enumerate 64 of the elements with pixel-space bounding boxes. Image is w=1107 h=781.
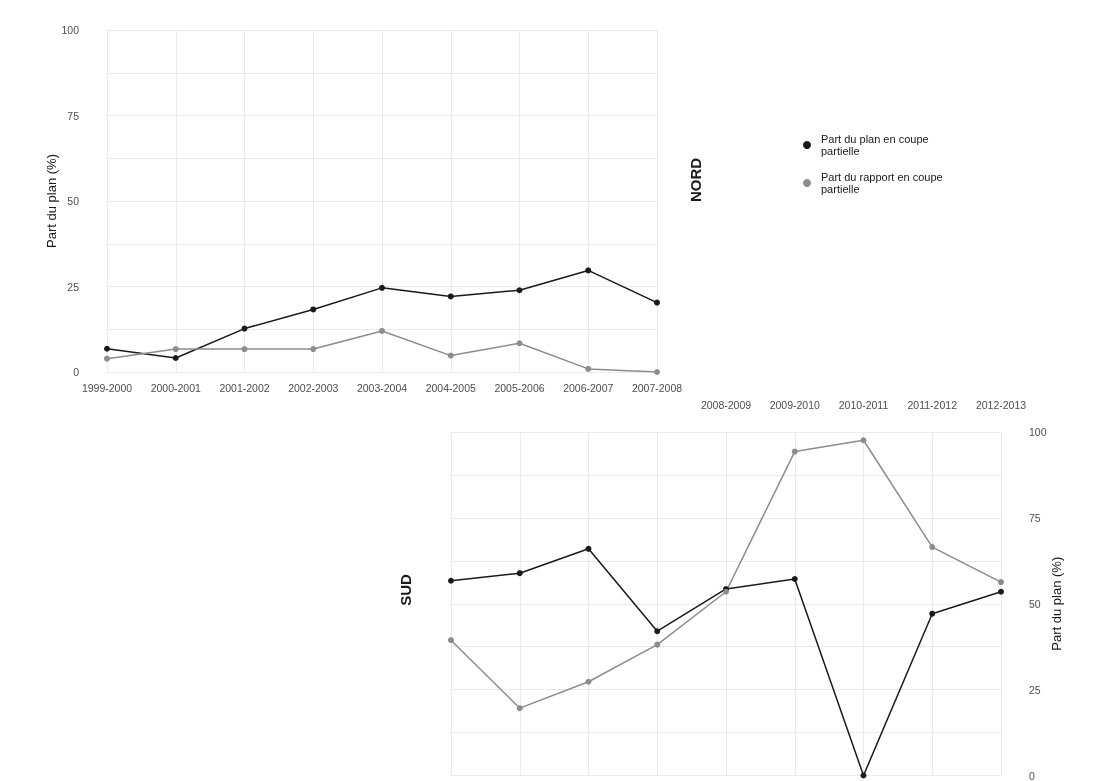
- y-tick-label: 75: [67, 109, 80, 122]
- point: [654, 641, 661, 648]
- x-tick-label: 2007-2008: [631, 381, 683, 394]
- y2-tick-label: 75: [1029, 511, 1041, 524]
- point: [447, 352, 454, 359]
- point: [585, 678, 592, 685]
- point: [310, 306, 317, 313]
- x-tick-label: 2008-2009: [700, 398, 752, 411]
- y2-tick-label: 0: [1029, 769, 1035, 781]
- point: [654, 299, 660, 306]
- point: [585, 545, 592, 552]
- x-tick-label: 2010-2011: [838, 398, 889, 411]
- point: [654, 369, 660, 375]
- point: [585, 267, 592, 274]
- x-tick-label: 1999-2000: [81, 381, 133, 394]
- point: [791, 448, 798, 455]
- point: [516, 287, 523, 294]
- y-tick-label: 25: [67, 280, 80, 293]
- x-tick-label: 2011-2012: [907, 398, 958, 411]
- point: [172, 346, 179, 353]
- point: [172, 354, 179, 361]
- point: [104, 345, 110, 352]
- y2-tick-label: 25: [1029, 683, 1041, 696]
- x-tick-label: 2003-2004: [356, 381, 408, 394]
- point: [379, 327, 385, 334]
- point: [241, 346, 248, 353]
- point: [585, 365, 592, 372]
- point: [929, 610, 936, 617]
- x-tick-label: 2012-2013: [975, 398, 1027, 411]
- point: [791, 576, 798, 583]
- x-tick-label: 2004-2005: [425, 381, 477, 394]
- point: [860, 772, 867, 779]
- text: NORD: [686, 157, 704, 203]
- x-tick-label: 2002-2003: [288, 381, 339, 394]
- point: [516, 340, 523, 347]
- legend-label: Part du plan en coupe partielle: [821, 133, 932, 157]
- y-axis-title: Part du plan (%): [43, 154, 59, 248]
- point: [448, 637, 454, 644]
- x-tick-label: 2009-2010: [769, 398, 821, 411]
- y-tick-label: 100: [61, 24, 80, 36]
- point: [516, 570, 523, 577]
- point: [516, 705, 523, 712]
- point: [447, 293, 454, 300]
- point: [998, 588, 1004, 595]
- point: [860, 437, 867, 444]
- x-tick-label: 2005-2006: [494, 381, 545, 394]
- point: [448, 577, 454, 584]
- y-tick-label: 0: [73, 366, 80, 378]
- y2-tick-label: 100: [1029, 426, 1047, 438]
- x-tick-label: 2000-2001: [150, 381, 202, 394]
- point: [929, 544, 936, 551]
- legend-label: Part du rapport en coupe partielle: [821, 171, 946, 195]
- x-tick-label: 2001-2002: [219, 381, 270, 394]
- text: SUD: [396, 574, 414, 606]
- point: [310, 346, 317, 353]
- point: [998, 579, 1004, 586]
- y2-axis-title: Part du plan (%): [1049, 556, 1065, 651]
- y2-tick-label: 50: [1029, 597, 1041, 610]
- point: [241, 325, 248, 332]
- point: [104, 355, 110, 362]
- point: [379, 284, 385, 291]
- y-tick-label: 50: [67, 195, 80, 207]
- point: [654, 628, 661, 635]
- x-tick-label: 2006-2007: [563, 381, 614, 394]
